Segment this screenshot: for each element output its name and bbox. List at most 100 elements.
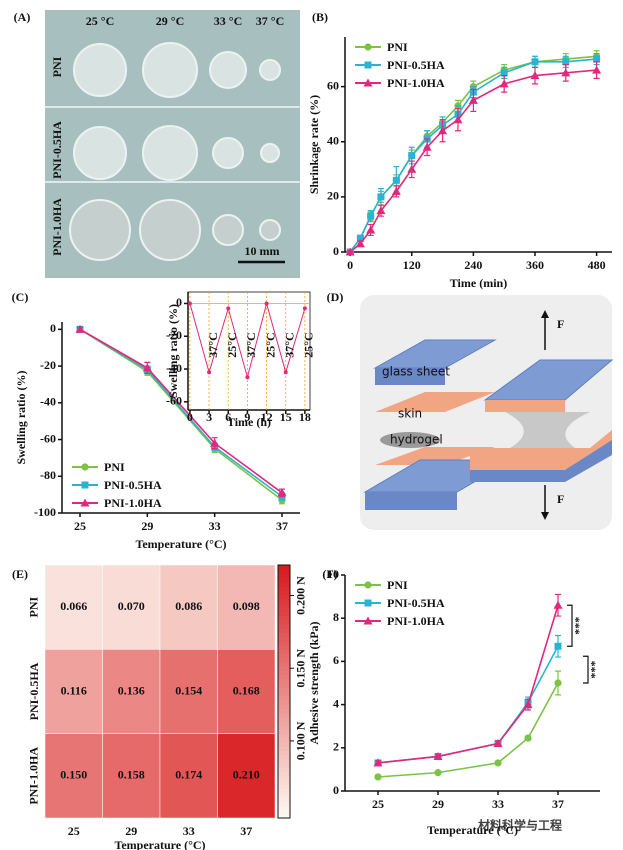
colorbar-step (278, 674, 290, 680)
colorbar-step (278, 771, 290, 777)
marker (493, 738, 503, 747)
marker (81, 463, 89, 471)
x-tick-label: 6 (225, 410, 231, 424)
colorbar-step (278, 704, 290, 709)
cell-label: 0.168 (233, 683, 260, 697)
force-label: F (557, 492, 564, 506)
marker (499, 79, 509, 88)
column-label: 37 (240, 824, 252, 838)
x-tick-label: 37 (276, 519, 288, 533)
x-tick-label: 37 (552, 797, 564, 811)
marker (207, 370, 212, 375)
arrow-head (541, 512, 549, 520)
marker (210, 438, 220, 447)
marker (531, 58, 539, 66)
temperature-label: 25°C (263, 332, 277, 357)
colorbar-step (278, 742, 290, 747)
y-axis-label: Shrinkage rate (%) (307, 95, 321, 194)
x-tick-label: 120 (403, 258, 421, 272)
y-tick-label: -60 (40, 431, 56, 445)
hydrogel-disc (142, 42, 198, 98)
x-tick-label: 9 (244, 410, 250, 424)
x-tick-label: 29 (432, 797, 444, 811)
y-tick-label: 2 (333, 740, 339, 754)
heatmap-cell (102, 733, 161, 819)
colorbar-step (278, 670, 290, 676)
hydrogel-disc (73, 126, 127, 180)
skin (485, 400, 565, 412)
colorbar-step (278, 729, 290, 735)
marker (438, 126, 448, 135)
colorbar-step (278, 796, 290, 802)
inset-frame (187, 291, 311, 411)
colorbar-step (278, 813, 290, 819)
x-tick-label: 18 (299, 410, 311, 424)
legend-label: PNI-0.5HA (104, 478, 162, 492)
colorbar-step (278, 683, 290, 688)
colorbar-step (278, 666, 290, 671)
marker (367, 212, 375, 220)
skin (375, 447, 495, 465)
marker (187, 301, 192, 306)
marker (376, 206, 386, 215)
cell-label: 0.070 (118, 599, 145, 613)
column-label: 29 °C (156, 14, 184, 28)
legend-label: PNI-1.0HA (104, 496, 162, 510)
y-tick-label: 0 (176, 295, 182, 309)
y-tick-label: -20 (40, 358, 56, 372)
colorbar-step (278, 691, 290, 697)
heatmap-cell (159, 649, 218, 734)
temperature-label: 37°C (282, 332, 296, 357)
marker (364, 599, 372, 607)
cell-label: 0.154 (175, 683, 202, 697)
colorbar-step (278, 640, 290, 646)
legend-label: PNI (104, 460, 125, 474)
panel-label: (F) (322, 567, 337, 581)
colorbar-step (278, 712, 290, 718)
y-axis-label: Adhesive strength (kPa) (307, 621, 321, 744)
colorbar-step (278, 619, 290, 625)
x-tick-label: 3 (206, 410, 212, 424)
colorbar-step (278, 590, 290, 596)
marker (363, 616, 373, 625)
marker (407, 164, 417, 173)
x-axis-label: Time (min) (450, 276, 507, 290)
column-label: 37 °C (256, 14, 284, 28)
cell-label: 0.150 (60, 768, 87, 782)
colorbar-step (278, 805, 290, 811)
marker (434, 769, 442, 777)
colorbar-step (278, 649, 290, 655)
y-tick-label: -40 (40, 395, 56, 409)
cell-label: 0.210 (233, 768, 260, 782)
x-tick-label: 33 (209, 519, 221, 533)
heatmap-cell (102, 564, 161, 650)
marker (500, 69, 508, 77)
significance-label: *** (588, 661, 602, 679)
y-axis-label: Swelling ratio (%) (14, 371, 28, 465)
skin (470, 430, 612, 470)
y-tick-label: -60 (166, 394, 182, 408)
marker (408, 152, 416, 160)
temperature-label: 25°C (225, 332, 239, 357)
colorbar-tick-label: 0.200 N (294, 576, 308, 615)
colorbar-step (278, 801, 290, 806)
marker (553, 600, 563, 609)
marker (364, 43, 372, 51)
cell-label: 0.098 (233, 599, 260, 613)
marker (392, 176, 400, 184)
row-label: PNI-1.0HA (27, 747, 41, 805)
marker (561, 68, 571, 77)
marker (245, 375, 250, 380)
column-label: 25 °C (86, 14, 114, 28)
scale-bar-label: 10 mm (245, 244, 280, 258)
glass-sheet (470, 440, 612, 482)
row-label: PNI-1.0HA (50, 198, 64, 256)
colorbar-step (278, 577, 290, 583)
y-tick-label: 0 (333, 244, 339, 258)
temperature-label: 37°C (244, 332, 258, 357)
significance-label: *** (572, 617, 586, 635)
cell-label: 0.116 (61, 683, 87, 697)
hydrogel-disc (260, 143, 280, 163)
watermark: 材料科学与工程 (477, 818, 562, 833)
